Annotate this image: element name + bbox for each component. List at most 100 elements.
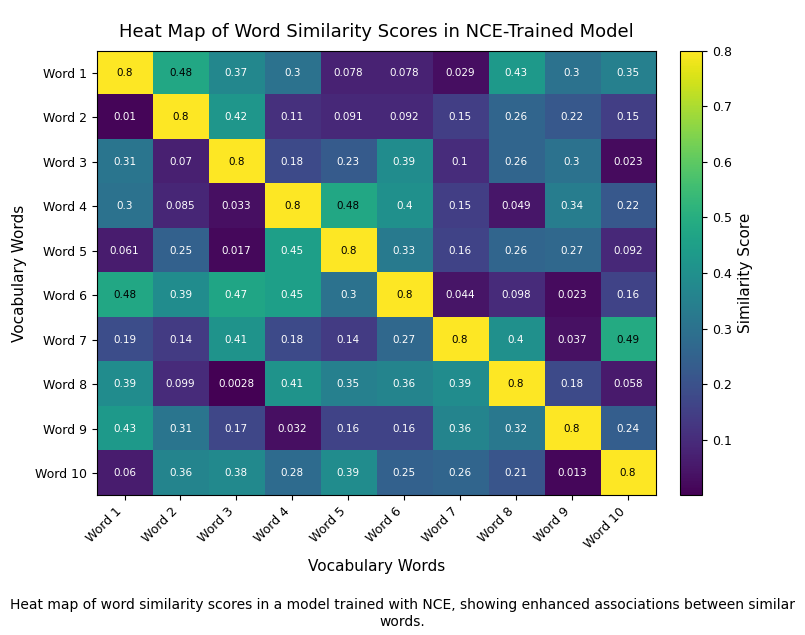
Text: 0.0028: 0.0028 — [218, 379, 254, 389]
Text: 0.27: 0.27 — [393, 335, 415, 345]
Text: 0.023: 0.023 — [613, 157, 642, 167]
Text: 0.023: 0.023 — [557, 290, 587, 300]
Text: 0.8: 0.8 — [340, 246, 357, 256]
Text: 0.39: 0.39 — [448, 379, 472, 389]
Text: 0.35: 0.35 — [617, 68, 639, 78]
Text: 0.26: 0.26 — [505, 157, 527, 167]
Text: 0.033: 0.033 — [221, 201, 251, 211]
Text: 0.037: 0.037 — [557, 335, 587, 345]
Text: 0.34: 0.34 — [560, 201, 584, 211]
Text: 0.085: 0.085 — [166, 201, 196, 211]
Text: Heat map of word similarity scores in a model trained with NCE, showing enhanced: Heat map of word similarity scores in a … — [10, 598, 795, 629]
Text: 0.029: 0.029 — [445, 68, 475, 78]
Text: 0.25: 0.25 — [393, 468, 415, 478]
Text: 0.39: 0.39 — [113, 379, 136, 389]
Text: 0.8: 0.8 — [620, 468, 636, 478]
Text: 0.48: 0.48 — [336, 201, 360, 211]
Text: 0.4: 0.4 — [508, 335, 524, 345]
Text: 0.16: 0.16 — [448, 246, 472, 256]
Text: 0.058: 0.058 — [613, 379, 642, 389]
Text: 0.3: 0.3 — [564, 157, 580, 167]
Text: 0.21: 0.21 — [505, 468, 527, 478]
Text: 0.061: 0.061 — [109, 246, 139, 256]
Text: 0.4: 0.4 — [396, 201, 412, 211]
Text: 0.017: 0.017 — [221, 246, 251, 256]
Text: 0.22: 0.22 — [560, 112, 584, 123]
Text: 0.01: 0.01 — [113, 112, 136, 123]
Text: 0.14: 0.14 — [336, 335, 360, 345]
Text: 0.3: 0.3 — [284, 68, 300, 78]
Text: 0.8: 0.8 — [116, 68, 133, 78]
Text: 0.078: 0.078 — [390, 68, 419, 78]
Text: 0.36: 0.36 — [448, 424, 472, 434]
Text: 0.16: 0.16 — [393, 424, 415, 434]
Title: Heat Map of Word Similarity Scores in NCE-Trained Model: Heat Map of Word Similarity Scores in NC… — [119, 23, 634, 41]
X-axis label: Vocabulary Words: Vocabulary Words — [308, 559, 445, 574]
Text: 0.39: 0.39 — [336, 468, 360, 478]
Text: 0.8: 0.8 — [508, 379, 524, 389]
Text: 0.1: 0.1 — [452, 157, 469, 167]
Text: 0.43: 0.43 — [505, 68, 527, 78]
Text: 0.013: 0.013 — [557, 468, 587, 478]
Text: 0.3: 0.3 — [564, 68, 580, 78]
Text: 0.8: 0.8 — [452, 335, 469, 345]
Text: 0.044: 0.044 — [445, 290, 475, 300]
Text: 0.17: 0.17 — [225, 424, 248, 434]
Text: 0.26: 0.26 — [505, 246, 527, 256]
Text: 0.42: 0.42 — [225, 112, 248, 123]
Text: 0.41: 0.41 — [281, 379, 303, 389]
Text: 0.43: 0.43 — [113, 424, 136, 434]
Text: 0.8: 0.8 — [396, 290, 412, 300]
Text: 0.032: 0.032 — [278, 424, 308, 434]
Text: 0.27: 0.27 — [560, 246, 584, 256]
Text: 0.06: 0.06 — [113, 468, 136, 478]
Text: 0.099: 0.099 — [166, 379, 196, 389]
Text: 0.26: 0.26 — [448, 468, 472, 478]
Text: 0.38: 0.38 — [225, 468, 248, 478]
Text: 0.28: 0.28 — [281, 468, 303, 478]
Text: 0.16: 0.16 — [617, 290, 639, 300]
Text: 0.18: 0.18 — [281, 335, 303, 345]
Text: 0.24: 0.24 — [617, 424, 639, 434]
Text: 0.25: 0.25 — [169, 246, 192, 256]
Text: 0.098: 0.098 — [502, 290, 530, 300]
Text: 0.18: 0.18 — [560, 379, 584, 389]
Text: 0.14: 0.14 — [169, 335, 192, 345]
Y-axis label: Similarity Score: Similarity Score — [737, 213, 753, 333]
Text: 0.078: 0.078 — [333, 68, 363, 78]
Text: 0.32: 0.32 — [505, 424, 527, 434]
Text: 0.39: 0.39 — [393, 157, 415, 167]
Text: 0.18: 0.18 — [281, 157, 303, 167]
Text: 0.23: 0.23 — [336, 157, 360, 167]
Text: 0.48: 0.48 — [169, 68, 192, 78]
Text: 0.049: 0.049 — [502, 201, 530, 211]
Text: 0.45: 0.45 — [281, 290, 303, 300]
Text: 0.35: 0.35 — [336, 379, 360, 389]
Text: 0.36: 0.36 — [169, 468, 192, 478]
Text: 0.3: 0.3 — [340, 290, 357, 300]
Text: 0.33: 0.33 — [393, 246, 415, 256]
Text: 0.11: 0.11 — [281, 112, 303, 123]
Text: 0.092: 0.092 — [613, 246, 642, 256]
Y-axis label: Vocabulary Words: Vocabulary Words — [11, 204, 27, 342]
Text: 0.37: 0.37 — [225, 68, 248, 78]
Text: 0.47: 0.47 — [225, 290, 248, 300]
Text: 0.15: 0.15 — [617, 112, 639, 123]
Text: 0.091: 0.091 — [333, 112, 363, 123]
Text: 0.26: 0.26 — [505, 112, 527, 123]
Text: 0.092: 0.092 — [390, 112, 419, 123]
Text: 0.49: 0.49 — [617, 335, 639, 345]
Text: 0.22: 0.22 — [617, 201, 639, 211]
Text: 0.48: 0.48 — [113, 290, 136, 300]
Text: 0.8: 0.8 — [564, 424, 580, 434]
Text: 0.31: 0.31 — [113, 157, 136, 167]
Text: 0.41: 0.41 — [225, 335, 248, 345]
Text: 0.39: 0.39 — [169, 290, 192, 300]
Text: 0.19: 0.19 — [113, 335, 136, 345]
Text: 0.15: 0.15 — [448, 112, 472, 123]
Text: 0.45: 0.45 — [281, 246, 303, 256]
Text: 0.16: 0.16 — [336, 424, 360, 434]
Text: 0.15: 0.15 — [448, 201, 472, 211]
Text: 0.8: 0.8 — [172, 112, 188, 123]
Text: 0.07: 0.07 — [169, 157, 192, 167]
